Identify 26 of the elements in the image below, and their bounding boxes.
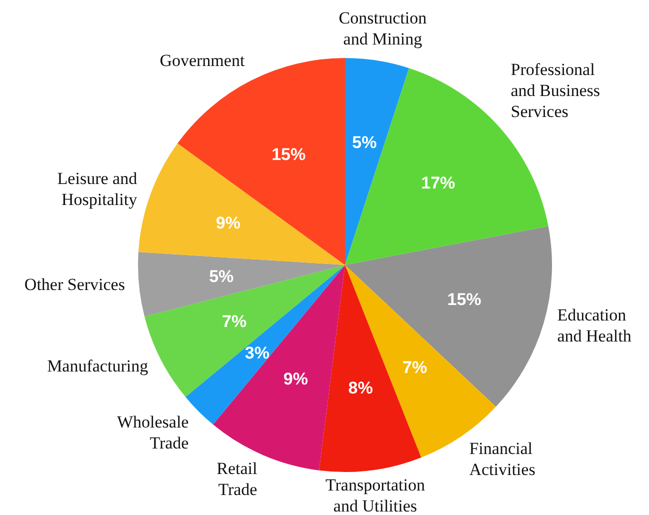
slice-label: Government (160, 50, 245, 70)
pie-slice (345, 58, 409, 265)
slice-label: Professional and Business Services (510, 60, 600, 121)
slice-label: Financial Activities (469, 439, 536, 480)
data-label: 8% (348, 378, 373, 398)
data-label: 7% (222, 312, 247, 331)
slice-label: Other Services (24, 275, 125, 294)
data-label: 7% (402, 358, 428, 378)
slice-label: Retail Trade (216, 459, 258, 500)
data-label: 3% (244, 343, 270, 362)
data-label: 5% (209, 267, 234, 286)
slice-label: Education and Health (557, 305, 632, 346)
slice-label: Construction and Mining (338, 8, 428, 49)
pie-slice (138, 143, 345, 265)
data-label: 5% (352, 132, 377, 152)
slice-label: Wholesale Trade (116, 412, 189, 453)
data-label: 9% (216, 213, 240, 232)
slice-label: Leisure and Hospitality (57, 168, 138, 209)
data-label: 17% (421, 173, 456, 192)
pie-slice (345, 226, 552, 407)
pie-slice (138, 252, 345, 316)
slice-label: Manufacturing (47, 356, 149, 376)
slice-label: Transportation and Utilities (325, 476, 426, 515)
data-label: 9% (283, 369, 308, 388)
data-label: 15% (272, 144, 306, 164)
data-label: 15% (447, 290, 482, 310)
